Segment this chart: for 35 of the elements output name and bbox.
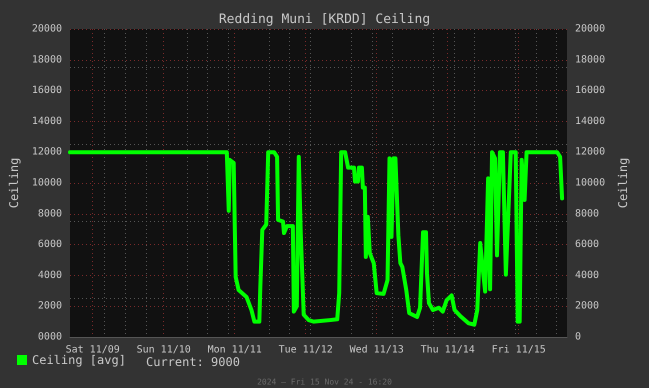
y-tick-label: 18000	[32, 54, 62, 66]
y2-tick-label: 8000	[575, 208, 600, 220]
x-tick-label: Fri 11/15	[492, 344, 546, 356]
x-tick-label: Tue 11/12	[278, 344, 333, 356]
y-tick-label: 8000	[38, 208, 62, 220]
chart-title: Redding Muni [KRDD] Ceiling	[218, 12, 430, 27]
x-tick-label: Sat 11/09	[66, 344, 120, 356]
y2-tick-label: 14000	[575, 116, 606, 127]
y2-axis-title: Ceiling	[616, 158, 630, 208]
y2-tick-label: 20000	[575, 24, 606, 34]
x-tick-label: Mon 11/11	[208, 344, 262, 356]
y-tick-label: 0000	[38, 332, 62, 342]
y-tick-label: 14000	[32, 116, 62, 127]
y-tick-label: 20000	[32, 24, 62, 34]
y-tick-label: 10000	[32, 178, 62, 188]
y2-tick-label: 16000	[575, 85, 606, 96]
y2-tick-label: 12000	[575, 146, 606, 158]
y2-tick-label: 4000	[575, 270, 600, 281]
y2-tick-label: 0	[575, 332, 582, 342]
y-tick-label: 6000	[38, 239, 62, 250]
text: Current: 9000	[146, 355, 240, 369]
y-axis-title: Ceiling	[7, 158, 21, 208]
y2-tick-label: 18000	[575, 54, 606, 66]
x-tick-label: Wed 11/13	[350, 344, 404, 356]
y-tick-label: 16000	[32, 85, 62, 96]
y-tick-label: 4000	[38, 270, 62, 281]
legend-label: Ceiling [avg]	[32, 353, 126, 367]
x-tick-label: Thu 11/14	[420, 344, 475, 356]
y-tick-label: 12000	[32, 146, 62, 158]
x-tick-label: Sun 11/10	[136, 344, 191, 356]
y2-tick-label: 6000	[575, 239, 600, 250]
line-series	[68, 150, 564, 327]
y2-tick-label: 10000	[575, 178, 606, 188]
y-tick-label: 2000	[38, 300, 62, 312]
y2-tick-label: 2000	[575, 300, 600, 312]
